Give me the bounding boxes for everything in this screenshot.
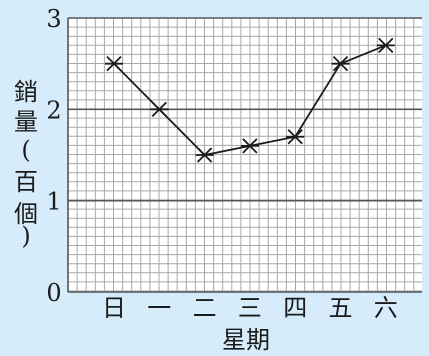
data-point-marker: [376, 37, 395, 54]
data-point-marker: [195, 147, 214, 163]
x-axis-label: 星期: [222, 326, 270, 354]
x-tick-label: 一: [147, 294, 171, 322]
y-tick-label: 0: [46, 279, 61, 307]
x-tick-label: 六: [374, 294, 398, 322]
y-tick-label: 1: [46, 188, 61, 216]
x-tick-label: 三: [238, 294, 262, 322]
x-tick-label: 二: [193, 294, 217, 322]
axis-labels: 星期 銷量(百個): [14, 78, 270, 354]
series-line: [105, 37, 395, 163]
tick-labels: 0 1 2 3 日一二三四五六: [46, 5, 397, 322]
x-tick-label: 四: [283, 294, 307, 322]
y-tick-label: 2: [46, 96, 61, 124]
data-point-marker: [240, 138, 259, 154]
grid: [67, 17, 422, 293]
y-axis-label: 銷量(百個): [14, 78, 38, 250]
x-tick-label: 日: [102, 294, 126, 322]
data-point-marker: [150, 101, 169, 117]
y-tick-label: 3: [46, 5, 61, 33]
x-tick-label: 五: [329, 294, 353, 322]
data-point-marker: [331, 56, 350, 72]
data-point-marker: [286, 129, 305, 145]
data-point-marker: [105, 56, 123, 72]
